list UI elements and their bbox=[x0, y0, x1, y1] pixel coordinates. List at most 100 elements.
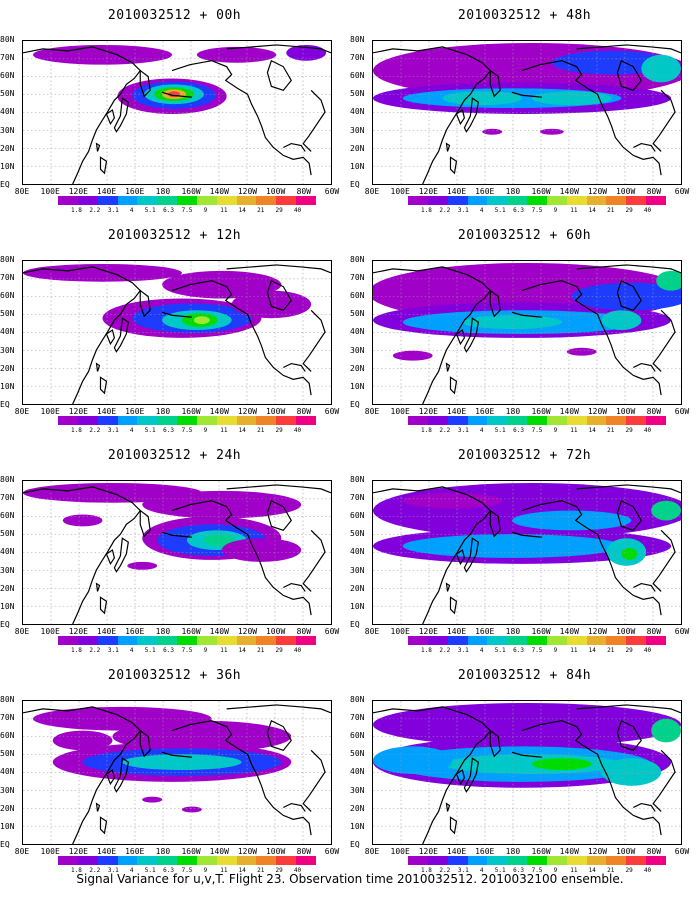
longitude-tick-label: 140E bbox=[446, 847, 467, 856]
colorbar-cell bbox=[566, 856, 587, 865]
longitude-tick-label: 80E bbox=[364, 187, 380, 196]
colorbar-label: 6.3 bbox=[513, 647, 524, 654]
colorbar-cell bbox=[196, 636, 217, 645]
panel-title: 2010032512 + 72h bbox=[457, 448, 592, 463]
coastline bbox=[226, 264, 331, 274]
coastline bbox=[449, 376, 458, 395]
longitude-axis: 80E 100E 120E 140E 160E 180 160W 140W 120W 100W 80… bbox=[12, 627, 342, 637]
latitude-tick-label: EQ bbox=[0, 399, 10, 409]
coastline bbox=[633, 142, 656, 152]
coastline bbox=[576, 44, 681, 54]
colorbar bbox=[58, 416, 316, 425]
map-plot bbox=[373, 481, 681, 624]
colorbar-cell bbox=[626, 636, 647, 645]
coastline bbox=[283, 362, 306, 372]
colorbar-label: 21 bbox=[257, 207, 265, 214]
latitude-tick-label: 80N bbox=[350, 695, 365, 704]
colorbar-label: 40 bbox=[293, 647, 302, 654]
colorbar-cell bbox=[196, 196, 217, 205]
coastline bbox=[95, 142, 101, 152]
coastline bbox=[489, 69, 501, 98]
colorbar-cell bbox=[507, 856, 528, 865]
colorbar-cell bbox=[566, 196, 587, 205]
coastline bbox=[99, 376, 108, 395]
longitude-tick-label: 160E bbox=[475, 187, 495, 196]
colorbar-label: 21 bbox=[257, 867, 265, 874]
colorbar-label: 29 bbox=[625, 647, 633, 654]
longitude-tick-label: 120W bbox=[237, 627, 258, 636]
colorbar-label: 9 bbox=[553, 647, 558, 654]
coastline bbox=[105, 549, 116, 566]
variance-contour bbox=[641, 54, 681, 83]
latitude-tick-label: EQ bbox=[350, 619, 360, 629]
variance-contour bbox=[531, 758, 592, 771]
longitude-tick-label: 100W bbox=[615, 407, 636, 416]
colorbar-label: 3.1 bbox=[107, 647, 119, 654]
variance-contour bbox=[402, 492, 503, 509]
colorbar-cell bbox=[58, 416, 78, 425]
colorbar-label: 1.8 bbox=[421, 427, 432, 434]
colorbar-cell bbox=[586, 196, 607, 205]
longitude-tick-label: 60W bbox=[324, 187, 340, 196]
colorbar-label: 7.5 bbox=[531, 427, 543, 434]
colorbar-label: 2.2 bbox=[439, 207, 451, 214]
latitude-tick-label: 30N bbox=[350, 345, 365, 355]
coastline bbox=[455, 109, 466, 126]
latitude-tick-label: 60N bbox=[0, 291, 15, 301]
colorbar-cell bbox=[137, 856, 158, 865]
coastline bbox=[445, 582, 451, 592]
latitude-tick-label: 60N bbox=[350, 71, 365, 81]
colorbar-cell bbox=[447, 636, 468, 645]
panel-title: 2010032512 + 12h bbox=[107, 228, 242, 243]
colorbar-cell bbox=[408, 636, 428, 645]
latitude-tick-label: EQ bbox=[350, 399, 360, 409]
colorbar-cell bbox=[427, 196, 448, 205]
coastline bbox=[445, 362, 451, 372]
coastline bbox=[373, 486, 492, 624]
variance-contour bbox=[601, 310, 642, 331]
latitude-tick-label: 30N bbox=[350, 565, 365, 575]
colorbar-label: 9 bbox=[203, 867, 208, 874]
latitude-tick-label: 50N bbox=[350, 89, 365, 99]
coastline bbox=[521, 500, 662, 616]
coastline bbox=[449, 596, 458, 615]
colorbar-label: 3.1 bbox=[107, 427, 119, 434]
colorbar-label: 2.2 bbox=[89, 427, 101, 434]
colorbar-label: 9 bbox=[203, 207, 208, 214]
longitude-tick-label: 120W bbox=[237, 847, 258, 856]
latitude-tick-label: EQ bbox=[0, 619, 10, 629]
latitude-tick-label: 50N bbox=[0, 309, 15, 319]
colorbar-label: 11 bbox=[570, 647, 578, 654]
latitude-tick-label: 20N bbox=[0, 583, 15, 593]
variance-contour bbox=[566, 347, 597, 356]
map-plot bbox=[373, 701, 681, 844]
longitude-tick-label: 60W bbox=[674, 847, 690, 856]
map-panel: 2010032512 + 12h 80N 70N 60N 50N 40N 30N 20N 10N… bbox=[0, 220, 347, 435]
longitude-tick-label: 160E bbox=[475, 847, 495, 856]
latitude-tick-label: 30N bbox=[0, 125, 15, 135]
longitude-tick-label: 140W bbox=[209, 187, 229, 196]
coastline bbox=[302, 89, 326, 152]
longitude-tick-label: 80E bbox=[364, 847, 380, 856]
longitude-tick-label: 160E bbox=[475, 627, 495, 636]
colorbar-cell bbox=[586, 416, 607, 425]
colorbar-label: 4 bbox=[129, 647, 134, 654]
colorbar-cell bbox=[97, 636, 118, 645]
longitude-tick-label: 100E bbox=[390, 407, 410, 416]
coastline bbox=[652, 89, 676, 152]
coastline bbox=[489, 509, 501, 538]
longitude-tick-label: 120E bbox=[418, 187, 438, 196]
colorbar-label: 40 bbox=[293, 867, 302, 874]
coastline bbox=[23, 706, 142, 844]
colorbar-label: 4 bbox=[479, 867, 484, 874]
longitude-tick-label: 160W bbox=[531, 187, 551, 196]
variance-contour bbox=[32, 44, 173, 65]
longitude-tick-label: 140W bbox=[559, 187, 579, 196]
colorbar-cell bbox=[427, 416, 448, 425]
latitude-tick-label: 10N bbox=[350, 161, 365, 171]
latitude-tick-label: 20N bbox=[350, 583, 365, 593]
coastline bbox=[139, 509, 151, 538]
coastline bbox=[652, 529, 676, 592]
coastline bbox=[139, 729, 151, 758]
longitude-axis: 80E 100E 120E 140E 160E 180 160W 140W 120W 100W 80… bbox=[362, 187, 692, 197]
